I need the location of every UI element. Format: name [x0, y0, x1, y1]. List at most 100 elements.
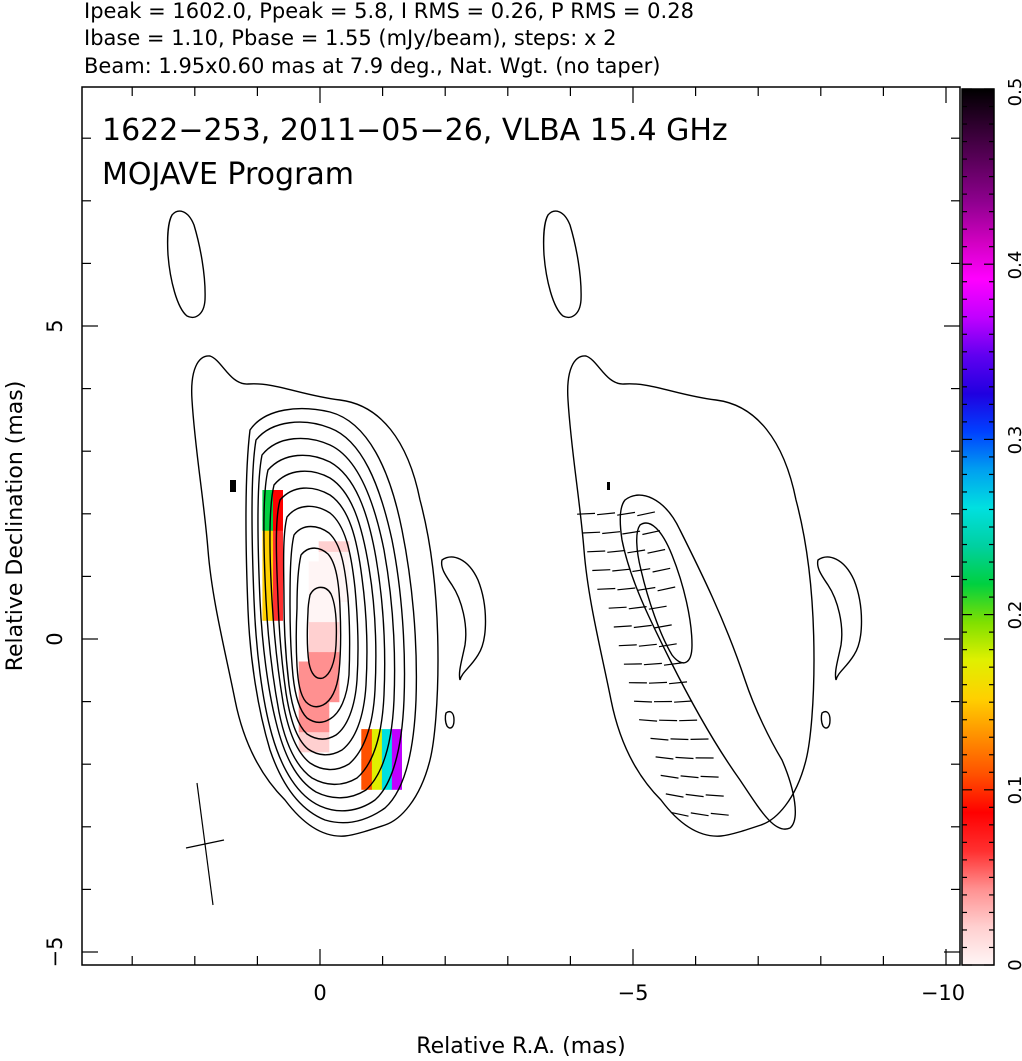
pol-pixel-r2-8: [391, 759, 402, 770]
evpa-vector-24: [633, 624, 652, 629]
evpa-vector-4: [582, 531, 601, 534]
colorbar-label-0.3: 0.3: [1005, 426, 1022, 455]
pol-pixel-r2-21: [381, 729, 392, 740]
pol-pixel-r1-1: [308, 741, 320, 753]
pol-pixel-r2-22: [371, 729, 382, 740]
pol-pixel-r1-33: [308, 651, 320, 663]
pol-pixel-r1-8: [298, 721, 310, 733]
pol-pixel-r2-11: [361, 759, 372, 770]
pol-pixel-r0-24: [272, 490, 283, 501]
pol-pixel-r1-12: [318, 701, 330, 713]
pol-pixel-r2-17: [381, 739, 392, 750]
pol-pixel-r1-9: [318, 711, 330, 723]
pol-pixel-r1-64: [308, 561, 320, 572]
evpa-vector-0: [577, 512, 596, 515]
contour-level-3: [251, 421, 406, 812]
colorbar-label-0: 0: [1005, 959, 1022, 970]
evpa-vector-5: [602, 531, 621, 535]
header-peak-line: Ipeak = 1602.0, Ppeak = 5.8, I RMS = 0.2…: [84, 0, 694, 23]
pol-pixel-r1-17: [308, 691, 320, 703]
evpa-vector-47: [660, 774, 679, 779]
evpa-vector-15: [652, 567, 671, 573]
pol-pixel-r1-70: [318, 541, 330, 552]
pol-pixel-r1-16: [318, 691, 330, 703]
pol-pixel-r1-0: [318, 741, 330, 753]
evpa-vector-22: [648, 605, 667, 610]
pol-pixel-r1-26: [298, 671, 310, 683]
pol-pixel-r0-7: [262, 580, 273, 591]
evpa-vector-55: [710, 812, 729, 816]
pol-pixel-r1-6: [318, 721, 330, 733]
pol-pixel-r1-3: [318, 731, 330, 743]
pol-pixel-r2-16: [391, 739, 402, 750]
evpa-vector-17: [617, 587, 636, 591]
y-tick-label-0: 0: [43, 632, 67, 645]
pol-pixel-r2-23: [361, 729, 372, 740]
evpa-vector-35: [633, 700, 653, 703]
evpa-vector-13: [612, 568, 631, 572]
polarization-contours: [542, 210, 863, 837]
beam-minor-axis: [185, 839, 225, 849]
pol-pixel-r1-54: [328, 581, 340, 592]
pol-contour-north-blob: [542, 210, 582, 318]
pol-pixel-r2-3: [361, 779, 372, 790]
pol-pixel-r0-11: [262, 560, 273, 571]
pol-contour-south-blob: [820, 711, 831, 729]
contour-south-blob: [444, 711, 455, 729]
evpa-vector-41: [650, 737, 669, 741]
pol-pixel-r1-42: [308, 621, 320, 633]
pol-pixel-r1-2: [298, 741, 310, 753]
evpa-vector-53: [670, 811, 689, 817]
pol-pixel-r1-29: [308, 661, 320, 673]
evpa-vector-23: [613, 625, 632, 628]
pol-pixel-r1-57: [338, 571, 350, 582]
pol-pixel-r2-10: [371, 759, 382, 770]
pol-pixel-r2-6: [371, 769, 382, 780]
pol-pixel-r1-52: [308, 591, 320, 602]
pol-contour-dot: [607, 482, 610, 490]
evpa-vector-28: [658, 643, 677, 648]
pol-pixel-r0-16: [272, 530, 283, 541]
colorbar-ticks: [962, 88, 994, 966]
pol-pixel-r1-60: [308, 571, 320, 582]
colorbar-label-0.5: 0.5: [1005, 78, 1022, 107]
header-base-line: Ibase = 1.10, Pbase = 1.55 (mJy/beam), s…: [84, 26, 616, 50]
pol-pixel-r1-15: [328, 691, 340, 703]
pol-contour-outer: [567, 355, 815, 837]
pol-pixel-r1-45: [308, 611, 320, 623]
pol-pixel-r2-5: [381, 769, 392, 780]
evpa-vector-14: [632, 568, 651, 573]
evpa-vector-8: [587, 550, 606, 553]
evpa-vector-3: [637, 511, 656, 517]
evpa-vector-54: [690, 812, 709, 817]
contour-level-6: [269, 470, 377, 771]
pol-pixel-r1-69: [328, 541, 340, 552]
contour-east-arc: [440, 556, 487, 681]
evpa-vector-38: [639, 719, 658, 722]
pol-pixel-r0-0: [272, 610, 283, 621]
beam-marker: [185, 782, 225, 906]
contour-level-10: [295, 547, 342, 708]
header-beam-line: Beam: 1.95x0.60 mas at 7.9 deg., Nat. Wg…: [84, 54, 660, 78]
evpa-vector-20: [608, 606, 627, 609]
plot-subtitle: MOJAVE Program: [102, 157, 354, 192]
pol-pixel-r0-9: [262, 570, 273, 581]
evpa-vector-16: [597, 587, 616, 590]
pol-pixel-r1-39: [308, 631, 320, 643]
contour-dot: [230, 480, 236, 492]
x-tick-label-neg5: −5: [618, 981, 649, 1005]
pol-pixel-r1-40: [328, 621, 340, 633]
pol-pixel-r1-23: [328, 671, 340, 683]
pol-pixel-r1-5: [298, 731, 310, 743]
y-axis-label: Relative Declination (mas): [3, 381, 28, 672]
pol-pixel-r1-36: [308, 641, 320, 653]
pol-pixel-r1-59: [318, 571, 330, 582]
pol-pixel-r1-63: [318, 561, 330, 572]
pol-pixel-r1-34: [328, 641, 340, 653]
colorbar-label-0.2: 0.2: [1005, 601, 1022, 630]
pol-pixel-r1-44: [318, 611, 330, 623]
evpa-vector-6: [622, 530, 641, 535]
plot-frame: [81, 86, 961, 966]
pol-pixel-r1-27: [328, 661, 340, 673]
